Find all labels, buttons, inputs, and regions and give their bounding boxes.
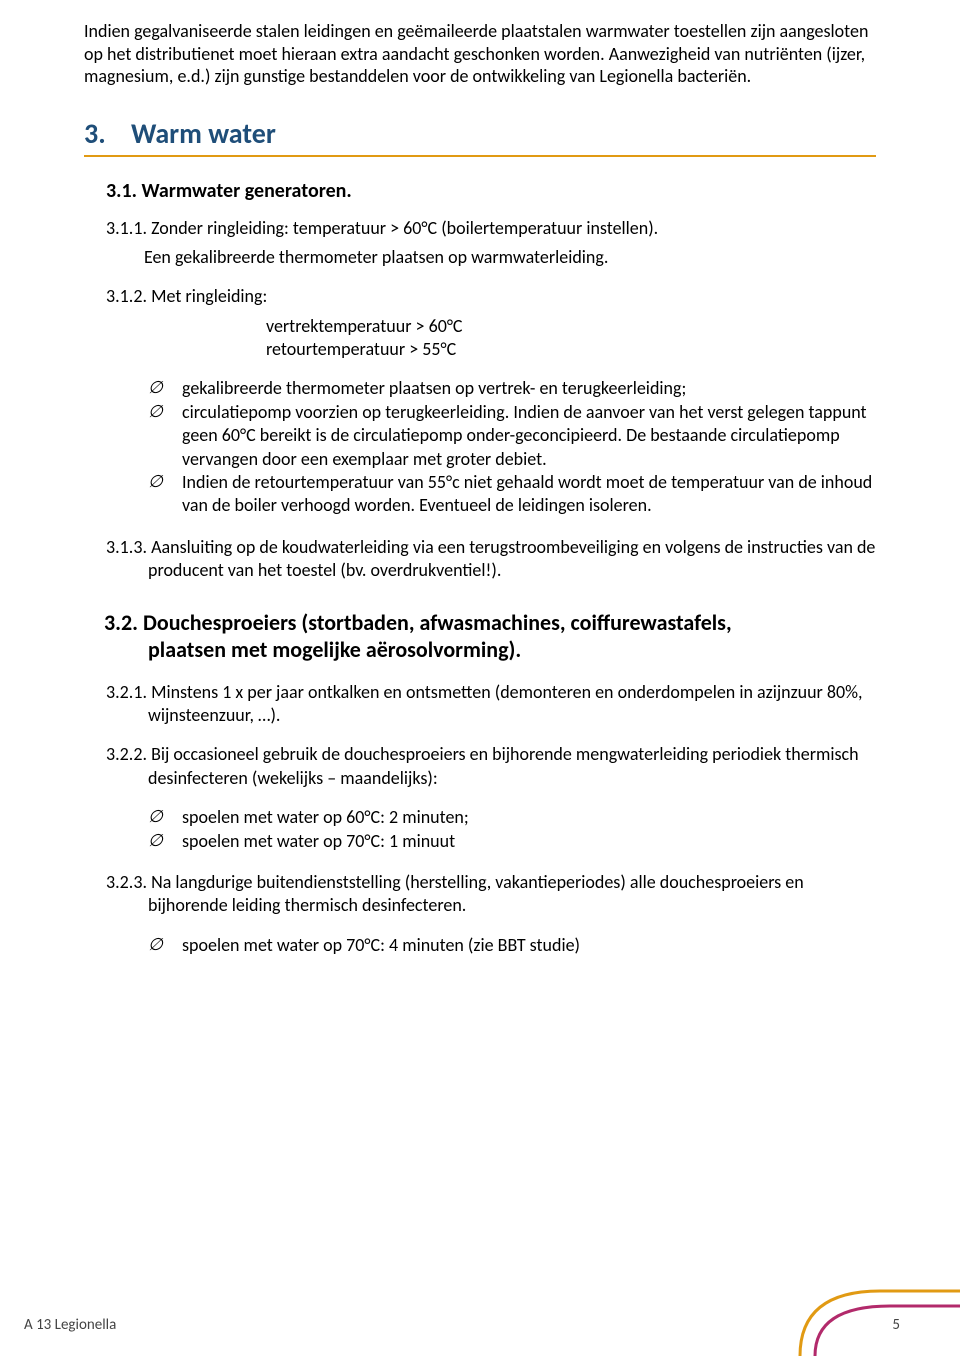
footer-left: A 13 Legionella bbox=[24, 1316, 116, 1334]
list-item: spoelen met water op 70°C: 1 minuut bbox=[148, 830, 876, 853]
subsection-3-2-title: 3.2. Douchesproeiers (stortbaden, afwasm… bbox=[104, 609, 876, 663]
item-3-1-2-temp1: vertrektemperatuur > 60°C bbox=[266, 315, 876, 338]
subsection-3-2-line2: plaatsen met mogelijke aërosolvorming). bbox=[104, 636, 521, 663]
item-3-1-1-b: Een gekalibreerde thermometer plaatsen o… bbox=[144, 246, 876, 269]
item-3-2-3: 3.2.3. Na langdurige buitendienststellin… bbox=[106, 871, 876, 918]
bullets-3-2-2: spoelen met water op 60°C: 2 minuten; sp… bbox=[148, 806, 876, 853]
footer-right: 5 bbox=[892, 1316, 900, 1334]
item-3-1-2: 3.1.2. Met ringleiding: bbox=[106, 285, 876, 308]
page: Indien gegalvaniseerde stalen leidingen … bbox=[0, 0, 960, 1356]
list-item: spoelen met water op 70°C: 4 minuten (zi… bbox=[148, 934, 876, 957]
list-item: circulatiepomp voorzien op terugkeerleid… bbox=[148, 401, 876, 471]
item-3-1-1-a: 3.1.1. Zonder ringleiding: temperatuur >… bbox=[106, 217, 876, 240]
section-heading: 3. Warm water bbox=[84, 116, 876, 157]
subsection-3-2-line1: 3.2. Douchesproeiers (stortbaden, afwasm… bbox=[104, 609, 732, 636]
bullets-3-1-2: gekalibreerde thermometer plaatsen op ve… bbox=[148, 377, 876, 517]
page-footer: A 13 Legionella 5 bbox=[24, 1316, 900, 1334]
bullets-3-2-3: spoelen met water op 70°C: 4 minuten (zi… bbox=[148, 934, 876, 957]
list-item: gekalibreerde thermometer plaatsen op ve… bbox=[148, 377, 876, 400]
list-item: Indien de retourtemperatuur van 55°c nie… bbox=[148, 471, 876, 518]
section-title: Warm water bbox=[131, 116, 276, 151]
section-number: 3. bbox=[84, 116, 106, 151]
item-3-2-2: 3.2.2. Bij occasioneel gebruik de douche… bbox=[106, 743, 876, 790]
subsection-3-1-title: 3.1. Warmwater generatoren. bbox=[106, 179, 876, 203]
item-3-1-3: 3.1.3. Aansluiting op de koudwaterleidin… bbox=[106, 536, 876, 583]
intro-paragraph: Indien gegalvaniseerde stalen leidingen … bbox=[84, 20, 876, 88]
item-3-1-2-temp2: retourtemperatuur > 55°C bbox=[266, 338, 876, 361]
item-3-2-1: 3.2.1. Minstens 1 x per jaar ontkalken e… bbox=[106, 681, 876, 728]
list-item: spoelen met water op 60°C: 2 minuten; bbox=[148, 806, 876, 829]
corner-decoration bbox=[740, 1236, 960, 1356]
